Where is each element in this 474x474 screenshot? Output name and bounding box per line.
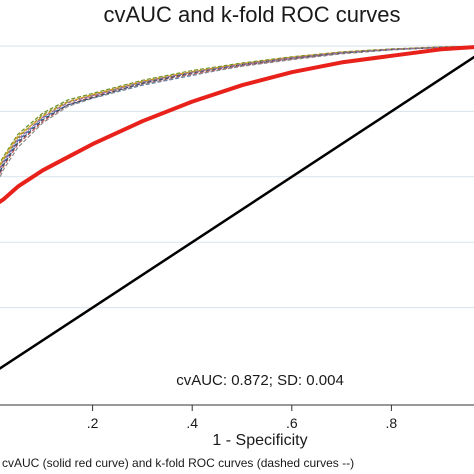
cvauc-curve	[0, 45, 474, 205]
chart-title: cvAUC and k-fold ROC curves	[103, 2, 400, 27]
kfold-roc-curve	[0, 45, 474, 165]
kfold-roc-curve	[0, 45, 474, 176]
grid-lines	[0, 45, 474, 309]
x-tick-label: .8	[386, 415, 398, 431]
x-tick-label: .2	[87, 415, 99, 431]
cvauc-annotation: cvAUC: 0.872; SD: 0.004	[176, 372, 344, 389]
chart-caption: cvAUC (solid red curve) and k-fold ROC c…	[2, 456, 354, 470]
axes	[0, 404, 474, 411]
roc-curves	[0, 45, 474, 370]
reference-diagonal-line	[0, 55, 474, 370]
x-axis-label: 1 - Specificity	[212, 432, 307, 449]
x-tick-label: .6	[286, 415, 298, 431]
x-tick-label: .4	[186, 415, 198, 431]
kfold-roc-curve	[0, 45, 474, 171]
x-tick-labels: .2 .4 .6 .8	[87, 415, 398, 431]
